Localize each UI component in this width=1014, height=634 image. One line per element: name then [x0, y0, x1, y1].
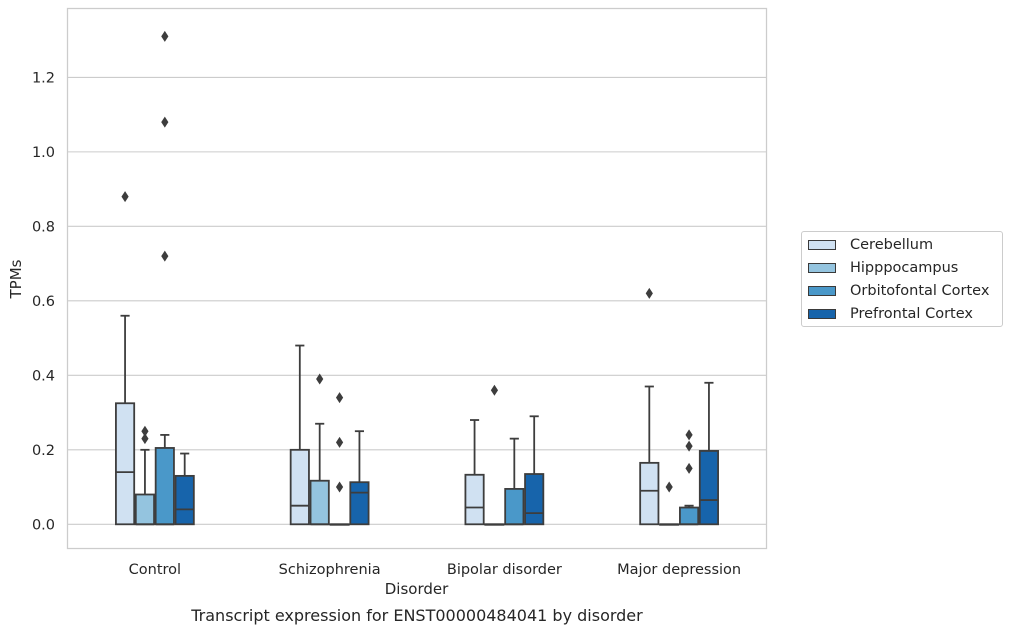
box-body: [154, 447, 175, 526]
box-body: [504, 488, 525, 526]
x-tick-label: Schizophrenia: [279, 562, 381, 578]
legend-label-orbitofrontal-cortex: Orbitofontal Cortex: [850, 282, 990, 299]
box-hipppocampus-control: [134, 425, 155, 526]
plot-frame: [66, 7, 768, 550]
legend-item-prefrontal-cortex: Prefrontal Cortex: [808, 302, 1002, 325]
box-body: [174, 474, 195, 526]
outlier-point: [685, 440, 693, 452]
legend-item-hippocampus: Hipppocampus: [808, 256, 1002, 279]
box-body: [698, 450, 719, 526]
x-tick-label: Major depression: [617, 562, 741, 578]
outlier-point: [335, 392, 344, 404]
outlier-point: [161, 116, 169, 128]
outlier-point: [316, 373, 324, 385]
box-body: [464, 473, 485, 526]
legend-label-prefrontal-cortex: Prefrontal Cortex: [850, 305, 973, 322]
y-tick-label: 0.4: [32, 368, 55, 384]
legend-label-cerebellum: Cerebellum: [850, 236, 934, 253]
y-axis-ticks: 0.0 0.2 0.4 0.6 0.8 1.0 1.2: [32, 70, 55, 533]
outlier-point: [141, 433, 149, 445]
legend-swatch-cerebellum: [808, 239, 836, 250]
outlier-point: [161, 250, 169, 262]
box-orbitofontal-cortex-schizophrenia: [329, 392, 350, 526]
y-tick-label: 0.2: [32, 443, 55, 459]
outlier-point: [685, 462, 693, 474]
box-body: [679, 506, 700, 526]
box-orbitofontal-cortex-control: [154, 30, 175, 526]
outlier-point: [161, 30, 169, 42]
box-prefrontal-cortex-bipolar-disorder: [524, 415, 545, 526]
box-prefrontal-cortex-schizophrenia: [349, 430, 370, 526]
box-plot-series: [115, 30, 719, 526]
legend-swatch-orbitofrontal-cortex: [808, 285, 836, 296]
box-body: [289, 448, 310, 526]
legend-item-cerebellum: Cerebellum: [808, 233, 1002, 256]
outlier-point: [490, 384, 499, 396]
box-cerebellum-major-depression: [639, 287, 660, 526]
gridlines: [67, 76, 767, 525]
outlier-point: [685, 429, 693, 441]
box-cerebellum-schizophrenia: [289, 344, 310, 526]
box-body: [524, 473, 545, 526]
box-orbitofontal-cortex-bipolar-disorder: [504, 437, 525, 526]
box-hipppocampus-schizophrenia: [309, 373, 330, 526]
box-body: [639, 461, 660, 526]
y-tick-label: 1.2: [32, 70, 55, 86]
box-cerebellum-control: [115, 191, 136, 526]
x-tick-label: Bipolar disorder: [447, 562, 562, 578]
box-body: [134, 493, 155, 526]
y-tick-label: 0.0: [32, 517, 55, 533]
box-hipppocampus-bipolar-disorder: [484, 384, 505, 526]
box-body: [309, 479, 330, 526]
box-hipppocampus-major-depression: [659, 481, 680, 526]
y-tick-label: 0.6: [32, 294, 55, 310]
outlier-point: [665, 481, 673, 493]
outlier-point: [335, 481, 344, 493]
legend-item-orbitofrontal-cortex: Orbitofontal Cortex: [808, 279, 1002, 302]
box-prefrontal-cortex-major-depression: [698, 381, 719, 526]
outlier-point: [335, 436, 344, 448]
figure-caption: Transcript expression for ENST0000048404…: [191, 606, 643, 625]
box-body: [349, 481, 370, 526]
outlier-point: [121, 191, 129, 203]
legend: Cerebellum Hipppocampus Orbitofontal Cor…: [801, 231, 1003, 327]
y-tick-label: 0.8: [32, 219, 55, 235]
legend-label-hippocampus: Hipppocampus: [850, 259, 959, 276]
y-tick-label: 1.0: [32, 145, 55, 161]
box-body: [115, 402, 136, 526]
legend-swatch-prefrontal-cortex: [808, 308, 836, 319]
outlier-point: [645, 287, 653, 299]
legend-swatch-hippocampus: [808, 262, 836, 273]
box-orbitofontal-cortex-major-depression: [679, 429, 700, 526]
outlier-point: [141, 425, 149, 437]
box-cerebellum-bipolar-disorder: [464, 419, 485, 526]
box-prefrontal-cortex-control: [174, 452, 195, 526]
x-axis-ticks: Control Schizophrenia Bipolar disorder Majo…: [129, 562, 741, 578]
x-tick-label: Control: [129, 562, 181, 578]
y-axis-label: TPMs: [7, 259, 25, 299]
x-axis-label: Disorder: [384, 580, 449, 598]
